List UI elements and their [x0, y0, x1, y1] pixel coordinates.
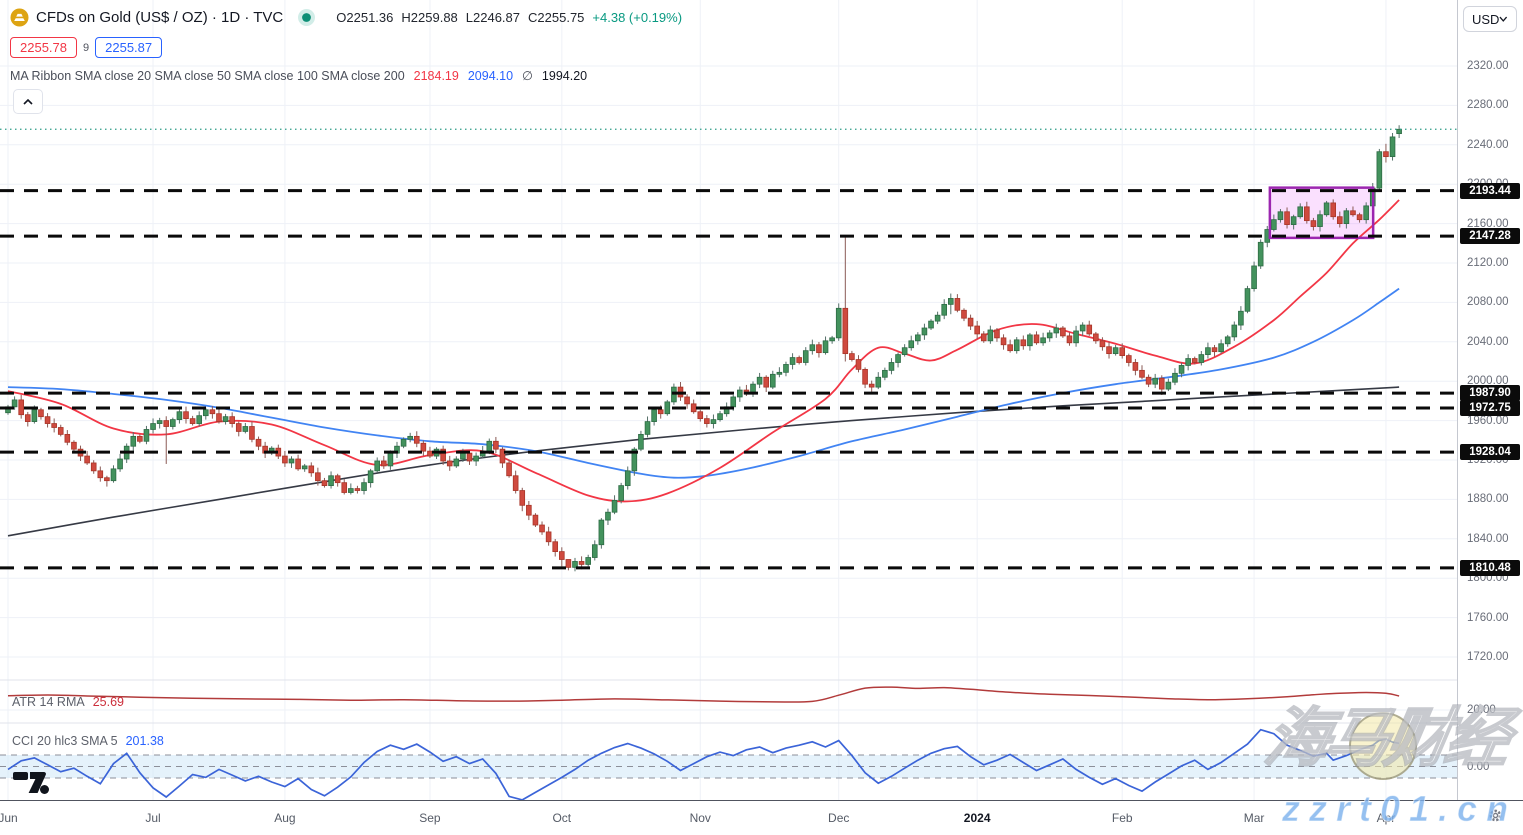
close-value: 2255.75 — [537, 10, 585, 25]
buy-button[interactable]: 2255.87 — [95, 37, 163, 58]
open-value: 2251.36 — [346, 10, 394, 25]
month-label: Feb — [1111, 811, 1133, 825]
atr-value: 25.69 — [92, 695, 124, 709]
cci-value: 201.38 — [125, 734, 164, 748]
sell-button[interactable]: 2255.78 — [10, 37, 77, 58]
month-label: Sep — [419, 811, 441, 825]
ma-ribbon-legend[interactable]: MA Ribbon SMA close 20 SMA close 50 SMA … — [10, 68, 588, 84]
axis-settings-gear-icon[interactable] — [1488, 808, 1503, 823]
ma-ribbon-label: MA Ribbon SMA close 20 SMA close 50 SMA … — [10, 68, 405, 83]
price-axis[interactable]: USD 2320.002280.002240.002200.002160.002… — [1457, 0, 1523, 800]
atr-indicator-legend[interactable]: ATR 14 RMA 25.69 — [12, 695, 124, 709]
price-tick: 1760.00 — [1467, 611, 1509, 624]
price-level-label: 1810.48 — [1460, 559, 1520, 576]
price-tick: 1960.00 — [1467, 414, 1509, 427]
price-tick: 2120.00 — [1467, 257, 1509, 269]
atr-label: ATR 14 RMA — [12, 695, 85, 709]
month-label: Oct — [552, 811, 572, 825]
order-panel: 2255.78 9 2255.87 — [10, 37, 163, 58]
currency-selector[interactable]: USD — [1463, 6, 1517, 32]
price-tick: 2040.00 — [1467, 335, 1509, 348]
chevron-up-icon — [23, 98, 33, 105]
time-axis[interactable]: Jun Jul Aug Sep Oct Nov Dec 2024 Feb Mar Apr — [0, 800, 1523, 835]
month-label: 2024 — [963, 811, 991, 825]
price-tick: 2240.00 — [1467, 138, 1509, 151]
price-level-label: 1928.04 — [1460, 444, 1520, 461]
market-status-dot-icon[interactable] — [298, 9, 316, 26]
price-tick: 2080.00 — [1467, 296, 1509, 309]
main-chart-canvas[interactable] — [0, 0, 1457, 800]
price-level-label: 1972.75 — [1460, 400, 1520, 417]
change-value: +4.38 (+0.19%) — [592, 10, 683, 25]
price-tick: 2320.00 — [1467, 60, 1509, 72]
price-tick: 2000.00 — [1467, 375, 1509, 388]
price-tick: 2280.00 — [1467, 99, 1509, 112]
cci-indicator-legend[interactable]: CCI 20 hlc3 SMA 5 201.38 — [12, 734, 164, 748]
month-label: Dec — [828, 811, 850, 825]
spread-value: 9 — [83, 41, 90, 54]
high-value: 2259.88 — [410, 10, 458, 25]
ma-red-value: 2184.19 — [413, 68, 459, 83]
month-label: Apr — [1376, 811, 1396, 825]
low-value: 2246.87 — [473, 10, 521, 25]
cci-label: CCI 20 hlc3 SMA 5 — [12, 734, 118, 748]
chevron-down-icon — [1499, 16, 1508, 22]
ohlc-values: O2251.36 H2259.88 L2246.87 C2255.75 +4.3… — [336, 10, 683, 25]
symbol-title[interactable]: CFDs on Gold (US$ / OZ) · 1D · TVC — [36, 9, 284, 26]
price-level-label: 1987.90 — [1460, 385, 1520, 402]
price-tick: 1840.00 — [1467, 532, 1509, 545]
month-label: Jun — [0, 811, 18, 825]
watermark-cn-text: 海马财经 — [1259, 701, 1514, 775]
watermark-url-text: zzrt01.cn — [1281, 788, 1518, 830]
pane-tick: 20.00 — [1467, 704, 1496, 716]
collapse-legend-button[interactable] — [13, 89, 43, 114]
price-tick: 2160.00 — [1467, 217, 1509, 230]
price-tick: 1720.00 — [1467, 651, 1509, 663]
tradingview-logo[interactable] — [13, 770, 50, 801]
price-level-label: 2193.44 — [1460, 182, 1520, 199]
price-level-label: 2147.28 — [1460, 228, 1520, 245]
month-label: Jul — [145, 811, 161, 825]
month-label: Nov — [689, 811, 711, 825]
currency-label: USD — [1472, 11, 1500, 27]
price-tick: 1880.00 — [1467, 493, 1509, 506]
gold-coin-icon — [10, 8, 29, 27]
ma-avg-value: 1994.20 — [541, 68, 588, 83]
avg-symbol: ∅ — [522, 69, 533, 83]
month-label: Aug — [274, 811, 296, 825]
watermark-circle-logo — [1349, 712, 1417, 780]
symbol-header: CFDs on Gold (US$ / OZ) · 1D · TVC O2251… — [10, 8, 682, 27]
pane-tick: 0.00 — [1467, 760, 1490, 773]
month-label: Mar — [1243, 811, 1265, 825]
ma-blue-value: 2094.10 — [467, 68, 514, 83]
